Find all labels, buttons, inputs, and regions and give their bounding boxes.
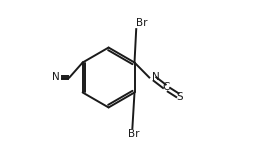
- Text: Br: Br: [128, 129, 140, 139]
- Text: C: C: [163, 82, 170, 93]
- Text: S: S: [176, 92, 183, 102]
- Text: Br: Br: [136, 18, 147, 28]
- Text: N: N: [152, 73, 159, 82]
- Text: N: N: [52, 73, 60, 82]
